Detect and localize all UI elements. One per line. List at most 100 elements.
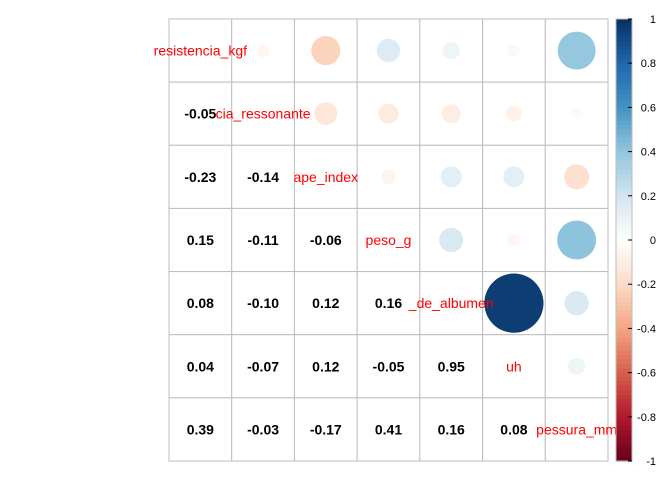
legend-gradient-segment <box>616 350 632 356</box>
legend-gradient-segment <box>616 204 632 210</box>
legend-gradient-segment <box>616 191 632 197</box>
correlation-coefficient: -0.23 <box>184 169 216 185</box>
correlation-coefficient: -0.03 <box>247 421 279 437</box>
grid-cell <box>419 334 484 399</box>
grid-cell <box>356 207 421 273</box>
legend-gradient-segment <box>616 67 632 73</box>
legend-gradient-segment <box>616 156 632 162</box>
legend-gradient-segment <box>616 390 632 396</box>
grid-cell <box>168 81 233 146</box>
legend-gradient-segment <box>616 173 632 179</box>
legend-gradient-segment <box>616 288 632 294</box>
grid-cell <box>482 397 546 462</box>
correlation-coefficient: 0.95 <box>438 358 465 374</box>
legend-gradient-segment <box>616 319 632 325</box>
legend-gradient-segment <box>616 94 632 100</box>
legend-gradient-segment <box>616 98 632 104</box>
grid-cell <box>356 397 421 462</box>
correlation-coefficient: -0.05 <box>184 106 216 122</box>
legend-gradient-segment <box>616 248 632 254</box>
grid-cell <box>293 397 358 462</box>
grid-cell <box>419 397 484 462</box>
grid-cell <box>293 144 358 209</box>
legend-gradient-segment <box>616 270 632 276</box>
legend-gradient-segment <box>616 209 632 215</box>
correlation-circle <box>256 43 270 58</box>
correlation-circle <box>381 169 396 185</box>
legend-tick-label: -0.8 <box>637 412 656 424</box>
legend-gradient-segment <box>616 182 632 188</box>
correlation-circle <box>311 36 341 66</box>
grid-cell <box>293 271 358 336</box>
legend-gradient-segment <box>616 49 632 55</box>
legend-tick-label: 0.8 <box>641 58 656 70</box>
matrix-cells: resistencia_kgf cia_ressonante ape_indexpe… <box>154 18 617 462</box>
legend-gradient-segment <box>616 377 632 383</box>
correlation-coefficient: -0.05 <box>373 358 405 374</box>
legend-gradient-segment <box>616 151 632 157</box>
variable-label: ape_index <box>293 169 358 185</box>
legend-gradient-segment <box>616 372 632 378</box>
legend-gradient-segment <box>616 63 632 69</box>
correlation-circle <box>484 273 544 333</box>
correlation-circle <box>557 220 597 260</box>
legend-gradient-segment <box>616 89 632 95</box>
legend-gradient-segment <box>616 32 632 38</box>
correlation-circle <box>557 31 596 70</box>
legend-gradient-segment <box>616 240 632 246</box>
legend-gradient-segment <box>616 116 632 122</box>
legend-gradient-segment <box>616 275 632 281</box>
legend-gradient-segment <box>616 346 632 352</box>
legend-gradient-segment <box>616 178 632 184</box>
legend-gradient-segment <box>616 160 632 166</box>
legend-gradient-segment <box>616 76 632 82</box>
grid-cell <box>231 207 295 273</box>
legend-gradient-segment <box>616 72 632 78</box>
legend-gradient-segment <box>616 301 632 307</box>
legend-gradient-segment <box>616 332 632 338</box>
grid-cell <box>544 81 609 146</box>
legend-gradient-segment <box>616 368 632 374</box>
correlation-circle <box>439 227 464 253</box>
legend-gradient-segment <box>616 456 632 462</box>
variable-label: uh <box>506 358 522 374</box>
legend-tick-label: -1 <box>646 456 656 468</box>
legend-gradient-segment <box>616 222 632 228</box>
legend-gradient-segment <box>616 102 632 108</box>
grid-cell <box>168 334 233 399</box>
legend-gradient-segment <box>616 297 632 303</box>
legend-gradient-segment <box>616 36 632 42</box>
legend-gradient-segment <box>616 45 632 51</box>
legend-gradient-segment <box>616 412 632 418</box>
legend-gradient-segment <box>616 19 632 25</box>
correlation-coefficient: 0.12 <box>312 295 339 311</box>
legend-gradient-segment <box>616 54 632 60</box>
legend-gradient-segment <box>616 443 632 449</box>
legend-tick-label: -0.4 <box>637 323 656 335</box>
variable-label: peso_g <box>366 232 412 248</box>
correlation-circle <box>571 108 582 119</box>
legend-gradient-segment <box>616 452 632 458</box>
correlation-circle <box>503 166 525 188</box>
legend-gradient-segment <box>616 341 632 347</box>
legend-gradient-segment <box>616 293 632 299</box>
variable-label: pessura_mm <box>536 421 617 437</box>
correlation-coefficient: -0.17 <box>310 421 342 437</box>
legend-gradient-segment <box>616 328 632 334</box>
legend-gradient-segment <box>616 120 632 126</box>
legend-gradient-segment <box>616 111 632 117</box>
legend-gradient-segment <box>616 315 632 321</box>
correlation-circle <box>441 104 461 124</box>
correlation-coefficient: 0.12 <box>312 358 339 374</box>
correlation-coefficient: -0.10 <box>247 295 279 311</box>
correlation-circle <box>507 44 520 57</box>
legend-gradient-segment <box>616 337 632 343</box>
legend-gradient-segment <box>616 262 632 268</box>
legend-gradient-segment <box>616 403 632 409</box>
legend-gradient-segment <box>616 394 632 400</box>
legend-tick-label: 0 <box>650 235 656 247</box>
legend-tick-label: 0.6 <box>641 102 656 114</box>
legend-gradient-segment <box>616 195 632 201</box>
legend-gradient-segment <box>616 430 632 436</box>
